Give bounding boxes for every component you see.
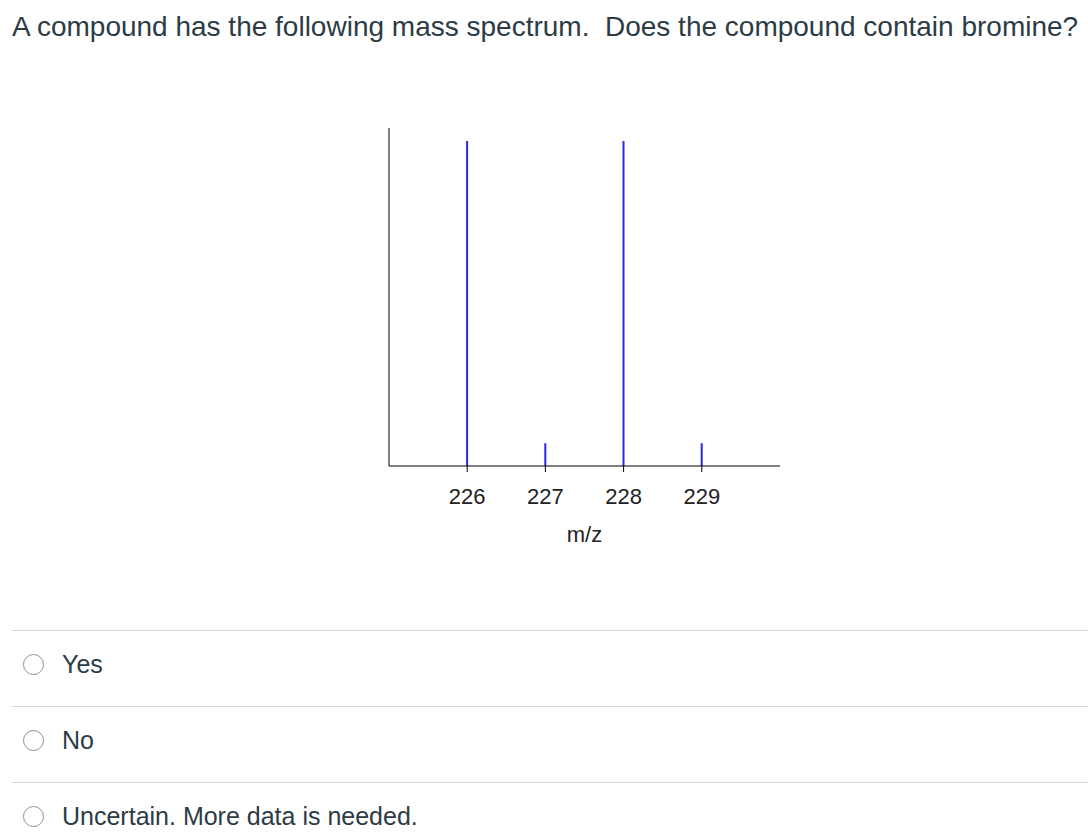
svg-text:227: 227 bbox=[527, 484, 564, 509]
html-text:Yes: Yes bbox=[62, 650, 103, 678]
html-text:A compound has the following m: A compound has the following mass spectr… bbox=[12, 11, 1079, 42]
html-text:m/z: m/z bbox=[566, 522, 603, 547]
html-text:No: No bbox=[62, 726, 94, 754]
svg-text:226: 226 bbox=[449, 484, 486, 509]
svg-text:229: 229 bbox=[683, 484, 720, 509]
svg-text:228: 228 bbox=[605, 484, 642, 509]
html-text:Uncertain. More data is needed: Uncertain. More data is needed. bbox=[62, 802, 418, 830]
